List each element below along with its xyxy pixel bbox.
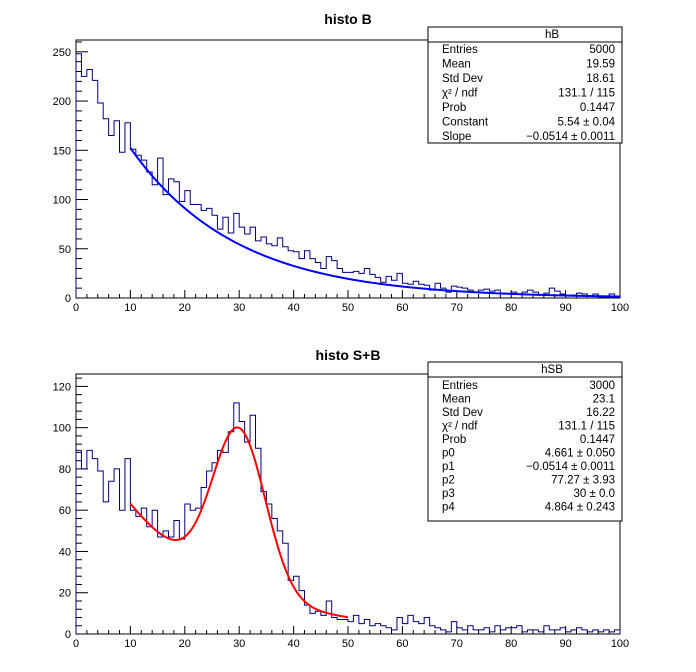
y-tick-label: 50 bbox=[59, 244, 71, 256]
x-tick-label: 30 bbox=[233, 302, 245, 314]
bottom-stats-value: 77.27 ± 3.93 bbox=[551, 475, 615, 487]
x-tick-label: 60 bbox=[396, 638, 408, 650]
x-tick-label: 30 bbox=[233, 638, 245, 650]
bottom-fit-curve bbox=[129, 426, 349, 619]
y-tick-label: 100 bbox=[53, 195, 71, 207]
x-tick-label: 0 bbox=[73, 638, 79, 650]
x-tick-label: 100 bbox=[611, 638, 629, 650]
top-stats-label: Std Dev bbox=[442, 73, 483, 85]
x-tick-label: 80 bbox=[505, 302, 517, 314]
y-tick-label: 120 bbox=[53, 381, 71, 393]
y-tick-label: 0 bbox=[65, 629, 71, 641]
bottom-stats-label: p0 bbox=[442, 448, 455, 460]
bottom-stats-value: 131.1 / 115 bbox=[558, 421, 615, 433]
top-stats-value: 131.1 / 115 bbox=[558, 88, 615, 100]
x-tick-label: 70 bbox=[451, 638, 463, 650]
top-stats-label: Prob bbox=[442, 102, 466, 114]
y-tick-label: 60 bbox=[59, 505, 71, 517]
top-stats-value: 0.1447 bbox=[580, 102, 615, 114]
y-tick-label: 40 bbox=[59, 546, 71, 558]
bottom-histogram-panel: histo S+B 0 10 20 30 40 50 60 70 80 90 100 0 20 40 60 8… bbox=[53, 347, 630, 650]
bottom-stats-box: hSB Entries 3000 Mean 23.1 Std Dev 16.22… bbox=[427, 361, 623, 522]
y-tick-label: 200 bbox=[53, 96, 71, 108]
top-stats-label: Entries bbox=[442, 44, 478, 56]
bottom-histogram-outline bbox=[75, 402, 621, 634]
x-tick-label: 90 bbox=[559, 302, 571, 314]
bottom-stats-value: 4.864 ± 0.243 bbox=[545, 502, 615, 514]
bottom-axis-ticks: 0 10 20 30 40 50 60 70 80 90 100 0 20 40 60 80 100 120 bbox=[53, 377, 629, 650]
bottom-stats-value: −0.0514 ± 0.0011 bbox=[526, 461, 615, 473]
x-tick-label: 60 bbox=[396, 302, 408, 314]
bottom-histogram-title: histo S+B bbox=[316, 347, 381, 363]
bottom-stats-value: 3000 bbox=[589, 380, 615, 392]
bottom-stats-value: 16.22 bbox=[586, 407, 615, 419]
top-stats-value: 5.54 ± 0.04 bbox=[558, 117, 616, 129]
y-tick-label: 150 bbox=[53, 145, 71, 157]
y-tick-label: 80 bbox=[59, 464, 71, 476]
bottom-stats-value: 0.1447 bbox=[580, 434, 615, 446]
top-stats-value: −0.0514 ± 0.0011 bbox=[526, 131, 615, 143]
top-stats-name: hB bbox=[545, 29, 559, 41]
bottom-stats-label: Prob bbox=[442, 434, 466, 446]
bottom-stats-label: p1 bbox=[442, 461, 455, 473]
top-fit-curve bbox=[129, 147, 621, 298]
x-tick-label: 80 bbox=[505, 638, 517, 650]
x-tick-label: 10 bbox=[124, 638, 136, 650]
top-histogram-title: histo B bbox=[324, 11, 371, 27]
x-tick-label: 20 bbox=[179, 302, 191, 314]
top-stats-label: χ² / ndf bbox=[442, 88, 478, 100]
top-histogram-outline bbox=[75, 53, 621, 298]
x-tick-label: 50 bbox=[342, 302, 354, 314]
bottom-stats-label: p4 bbox=[442, 502, 455, 514]
y-tick-label: 20 bbox=[59, 588, 71, 600]
bottom-stats-label: χ² / ndf bbox=[442, 421, 478, 433]
x-tick-label: 100 bbox=[611, 302, 629, 314]
x-tick-label: 40 bbox=[287, 302, 299, 314]
bottom-stats-label: Std Dev bbox=[442, 407, 483, 419]
top-histogram-panel: histo B 0 10 20 30 40 50 60 70 80 90 100 0 50 100 150 2… bbox=[53, 11, 630, 314]
top-stats-label: Slope bbox=[442, 131, 471, 143]
y-tick-label: 250 bbox=[53, 47, 71, 59]
bottom-stats-label: p2 bbox=[442, 475, 455, 487]
x-tick-label: 50 bbox=[342, 638, 354, 650]
bottom-stats-label: Mean bbox=[442, 394, 471, 406]
top-stats-label: Constant bbox=[442, 117, 489, 129]
top-stats-label: Mean bbox=[442, 59, 471, 71]
bottom-stats-label: p3 bbox=[442, 488, 455, 500]
top-stats-value: 18.61 bbox=[586, 73, 615, 85]
top-stats-box: hB Entries 5000 Mean 19.59 Std Dev 18.61… bbox=[427, 26, 623, 144]
x-tick-label: 20 bbox=[179, 638, 191, 650]
x-tick-label: 70 bbox=[451, 302, 463, 314]
y-tick-label: 0 bbox=[65, 293, 71, 305]
bottom-stats-name: hSB bbox=[541, 364, 563, 376]
bottom-stats-value: 4.661 ± 0.050 bbox=[545, 448, 615, 460]
bottom-stats-value: 23.1 bbox=[593, 394, 615, 406]
bottom-stats-label: Entries bbox=[442, 380, 478, 392]
x-tick-label: 40 bbox=[287, 638, 299, 650]
y-tick-label: 100 bbox=[53, 423, 71, 435]
top-stats-value: 5000 bbox=[589, 44, 615, 56]
x-tick-label: 0 bbox=[73, 302, 79, 314]
x-tick-label: 90 bbox=[559, 638, 571, 650]
bottom-stats-value: 30 ± 0.0 bbox=[574, 488, 615, 500]
x-tick-label: 10 bbox=[124, 302, 136, 314]
top-stats-value: 19.59 bbox=[586, 59, 615, 71]
top-axis-ticks: 0 10 20 30 40 50 60 70 80 90 100 0 50 100 150 200 250 bbox=[53, 41, 629, 314]
